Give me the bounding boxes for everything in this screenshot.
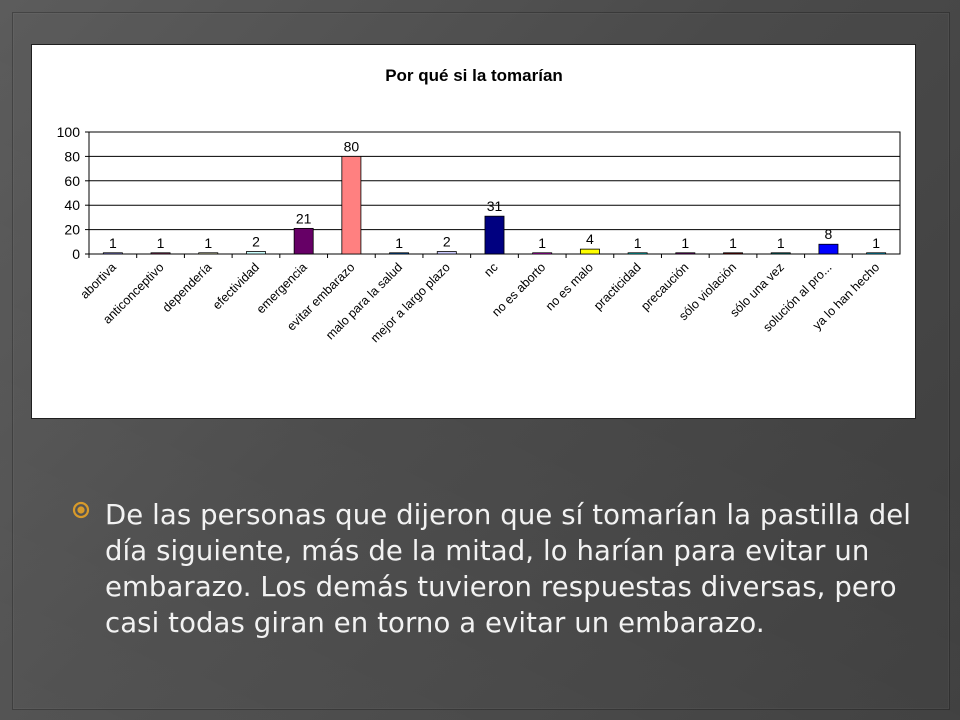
bar [675,252,696,255]
data-label: 1 [872,235,880,251]
chart-title: Por qué si la tomarían [385,66,563,85]
bar [770,252,791,255]
bar [532,252,553,255]
category-label: practicidad [591,260,644,313]
bar [198,252,219,255]
bar [866,252,887,255]
bar [102,252,123,255]
chart-container: Por qué si la tomarían 0 20 40 60 80 100 1 abor… [31,44,916,419]
data-label: 1 [157,235,165,251]
data-label: 1 [204,235,212,251]
bar [246,251,266,255]
data-label: 80 [344,138,360,154]
data-label: 1 [777,235,785,251]
data-label: 1 [634,235,642,251]
bar [723,252,743,255]
data-label: 31 [487,198,503,214]
data-label: 1 [109,235,117,251]
data-label: 21 [296,210,312,226]
data-label: 2 [443,234,451,250]
bar [579,248,600,255]
bar [627,252,648,255]
y-tick-label: 0 [72,246,80,262]
bar [436,251,457,255]
data-label: 1 [538,235,546,251]
slide-frame [12,12,950,710]
y-tick-label: 60 [64,173,80,189]
y-tick-label: 20 [64,222,80,238]
y-tick-label: 100 [57,124,81,140]
data-label: 2 [252,234,260,250]
data-label: 8 [825,226,833,242]
data-label: 1 [395,235,403,251]
data-label: 4 [586,231,594,247]
category-label: abortiva [78,260,119,301]
bar [389,252,410,255]
category-label: no es malo [543,260,596,313]
data-label: 1 [681,235,689,251]
bar [484,215,505,255]
bar [341,156,362,255]
circle-bullet-icon [72,501,90,519]
category-label: mejor a largo plazo [368,260,453,345]
category-label: nc [481,260,500,279]
bullet-text: De las personas que dijeron que sí tomar… [105,499,912,639]
y-tick-label: 80 [64,148,80,164]
y-tick-label: 40 [64,197,80,213]
category-label: dependería [160,260,215,315]
bar [150,252,171,255]
bar [818,243,839,255]
data-label: 1 [729,235,737,251]
bar-chart: Por qué si la tomarían 0 20 40 60 80 100 1 abor… [57,66,901,345]
bar [293,227,314,255]
